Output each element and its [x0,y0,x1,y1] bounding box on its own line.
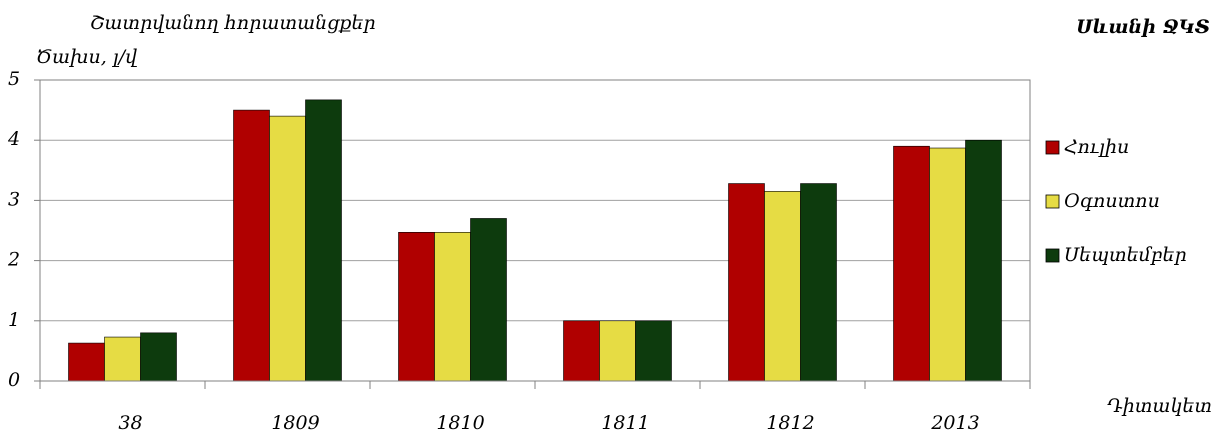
x-tick-label: 1811 [601,412,649,434]
bar [800,183,837,382]
legend-label: Սեպտեմբեր [1064,244,1187,266]
legend-swatch [1045,248,1060,263]
legend-label: Հուլիս [1064,136,1129,158]
x-tick-label: 1809 [271,412,319,434]
bar [470,218,507,382]
y-tick-label: 0 [8,369,20,391]
bar [764,191,801,382]
y-axis-label: Ծախս, լ/վ [36,46,137,68]
y-tick-label: 1 [8,309,20,331]
x-tick-label: 2013 [930,412,979,434]
legend-swatch [1045,140,1060,155]
bar [68,342,105,382]
legend-label: Օգոստոս [1064,190,1160,212]
x-tick-label: 1812 [766,412,814,434]
bar [233,109,270,382]
x-tick-label: 1810 [436,412,484,434]
bar [893,145,930,382]
bar [929,147,966,382]
bar [140,332,177,382]
bar [563,320,600,382]
x-tick-label: 38 [118,412,142,434]
bar [269,115,306,382]
bar [434,232,471,382]
y-tick-label: 4 [7,128,20,150]
x-axis-label: Դիտակետ [1107,395,1212,417]
bar [635,320,672,382]
bar [398,232,435,382]
bar [965,139,1002,382]
legend-swatch [1045,194,1060,209]
y-tick-label: 2 [7,249,20,271]
annotation: Սևանի ՋԿՏ [1076,16,1210,38]
chart-title: Շատրվանող հորատանցքեր [90,12,376,34]
bar [599,320,636,382]
plot-frame [39,79,1031,382]
y-tick-label: 3 [8,188,20,210]
bar [305,99,342,382]
bar [104,336,141,382]
bar [728,183,765,382]
y-tick-label: 5 [8,68,20,90]
